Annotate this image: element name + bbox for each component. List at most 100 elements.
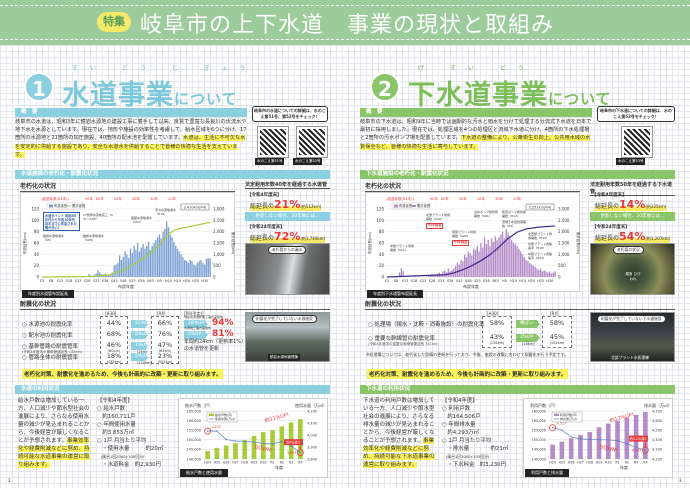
y2-tick-label: 4,000 [307,433,317,437]
r6-value: 81% [212,329,234,339]
decrease-badge [629,435,648,442]
x-tick-label: S43 [111,279,118,283]
bar [115,264,117,277]
line-point [561,429,563,431]
age-label: 60年 [96,196,104,201]
bar [615,420,620,459]
y2-tick-label: 1,000 [558,252,570,257]
x-tick-label: H26 [568,461,575,465]
bar [156,237,159,277]
bar [444,270,446,277]
bar [164,228,166,277]
projection-note: 更新しない場合、20年後には… [590,212,675,221]
value: 46% [106,341,122,349]
x-tick-label: H10 [165,279,172,283]
header-band: 特集 岐阜市の上下水道 事業の現状と取組み [0,0,690,45]
x-tick-label: S63 [492,279,499,283]
aging-label: 老朽化の状況 [365,181,580,192]
y2-tick-label: 4,700 [652,409,662,413]
water-section-title: 水道事業について [62,73,238,112]
bar [492,241,495,277]
line-point [271,443,274,445]
x-tick-label: S43 [456,279,463,283]
overview-body: 岐阜市の水道は、昭和3年に鏡岩水源地の建設工事に着手して以来、良質で豊富な長良川… [15,119,247,142]
qr-code-51[interactable] [257,126,289,158]
info-item: ・排水量 約21㎥ [442,446,509,452]
total-label: 2,410km(R4) [184,205,207,209]
bar [242,440,248,459]
info-item: ○ 1戸 月当たり平均 [97,438,147,444]
r6-note: 水源地工事の実施中 [184,326,212,330]
bar [527,261,529,277]
row-label: ○ 重要な幹線管の耐震化率 [368,336,436,342]
bar [171,237,173,277]
title-suffix: について [548,90,612,108]
bar [155,240,157,277]
legend-label: 利用戸数(戸) [560,412,577,417]
decrease-label: 約5.2%減少 [630,436,648,441]
h30-value: 68% [100,330,128,338]
x-tick-label: S18 [411,279,418,283]
bar [587,432,593,459]
sewer-usage-svg: 140,000 145,000 150,000 155,000 160,000 165,0… [530,402,672,470]
line-point [281,440,283,443]
up-annotation: 約11%UP! [264,411,290,424]
age-label: 20年 [168,196,176,201]
info-list: ○ 利用戸数 約164,506戸 ○ 年間排水量 約4,293万㎥ ○ 1戸 月当た… [442,405,508,469]
y-tick-label: 155,000 [187,429,201,433]
y-tick-label: 150,000 [187,438,201,442]
annotation-label: 流域下水道供用開始（H3） [502,220,528,229]
qr-code-53[interactable] [621,126,653,158]
bar [498,237,500,277]
bar [198,261,200,277]
km: (62km) [158,349,172,353]
x-tick-label: H30 [605,461,612,465]
bar [501,231,504,277]
legend-label: 累計延長 [417,203,431,208]
y-tick-label: 40 [34,252,40,257]
bar [117,262,119,277]
title-main: 下水道事業 [408,80,548,111]
x-tick-label: H15 [519,279,526,283]
info-item: ○ 年間使用水量 [97,422,136,428]
elapsed-years-badge: 51年経過 [452,240,470,246]
y2-tick-label: 2,500 [558,218,570,223]
bar [491,238,493,277]
section-number-badge: 1 [24,72,54,102]
aging-ratio-now: 総延長の21%(約512km) [250,198,322,211]
legend-swatch [394,204,398,208]
bar [523,257,526,277]
bar [538,270,540,277]
legend-label: 使用水量(万㎥) [215,416,235,421]
bar [400,268,403,277]
y2-tick-label: 500 [213,263,221,268]
bar [507,232,509,277]
info-item: (風呂1回200ℓ×100回分) [97,454,145,459]
legend-swatch [49,204,53,208]
page-number: 3 [679,478,682,483]
bar [149,249,152,277]
info-item: ○ 給水戸数 [97,406,125,412]
bar [547,272,549,277]
increase-arrow: 横ばい [516,320,540,328]
quake-row-label: ○ 配水池の耐震化率 [22,331,73,339]
x-axis-label: 年度 [275,464,283,470]
y2-tick-label: 4,600 [652,419,662,423]
y-tick-label: 160,000 [532,419,546,423]
panel-year: 【令和24年度末】 [592,225,630,230]
bar [518,248,520,277]
aging-panel-title: 法定耐用年数50年を経過する下水道管 [590,181,675,196]
bar [175,245,177,277]
bar [473,248,475,277]
bar [398,272,401,277]
y2-tick-label: 0 [213,275,216,280]
legend-label: 布設延長 [54,203,68,208]
y-tick-label: 100 [31,218,39,223]
bar [153,243,155,277]
ratio-sub: (約325km) [645,204,667,209]
aging-ratio-future: 総延長の54%(約1,207km) [595,230,671,243]
chart-caption: 利用戸数と排水量 [525,469,569,477]
qr-code-52[interactable] [296,126,328,158]
x-tick-label: H15 [174,279,181,283]
x-tick-label: S53 [129,279,136,283]
